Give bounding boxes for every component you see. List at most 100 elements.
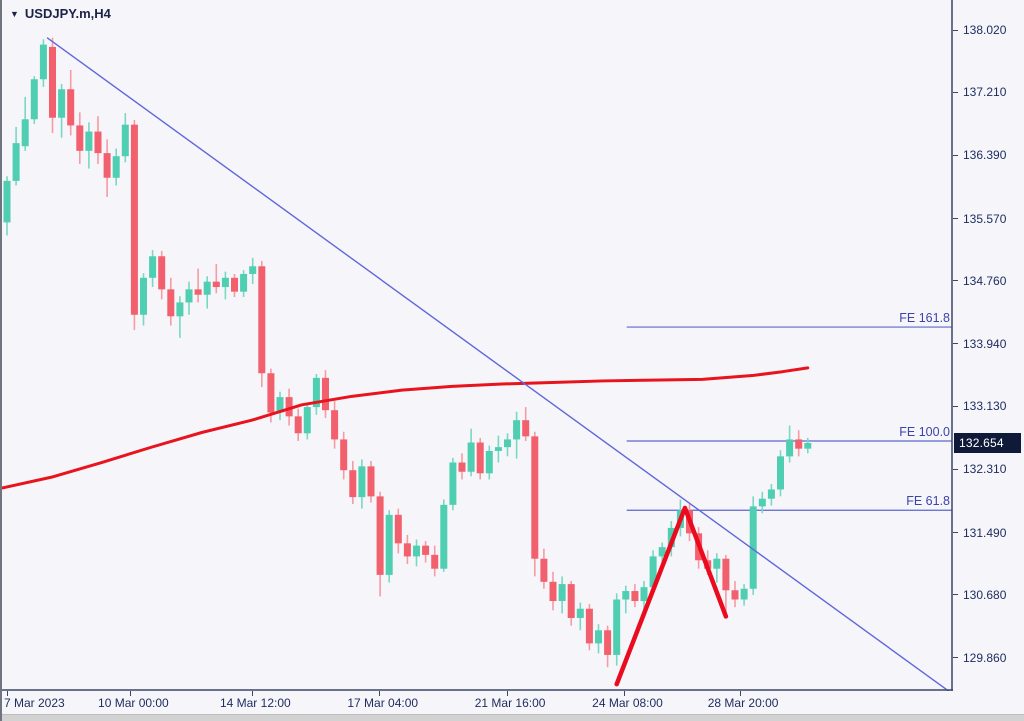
bull-candle-body xyxy=(649,556,657,588)
bear-candle-body xyxy=(476,442,484,474)
price-axis[interactable]: 132.654 138.020 137.210 136.390 135.570 134.… xyxy=(953,0,1024,691)
bull-candle-body xyxy=(413,545,420,557)
bear-candle-body xyxy=(376,496,384,575)
fib-level-label: FE 61.8 xyxy=(906,494,950,508)
bull-candle-body xyxy=(185,289,193,303)
time-axis-label: 17 Mar 04:00 xyxy=(347,696,419,710)
time-axis-label: 28 Mar 20:00 xyxy=(707,696,779,710)
descending-trendline[interactable] xyxy=(46,37,950,691)
price-axis-tick xyxy=(953,468,958,470)
price-axis-tick xyxy=(953,29,958,31)
price-axis-label: 129.860 xyxy=(963,650,1007,665)
bear-candle-body xyxy=(403,543,411,557)
bear-candle-body xyxy=(795,439,803,449)
bull-candle-body xyxy=(767,489,775,499)
time-axis-tick xyxy=(623,691,625,696)
price-axis-tick xyxy=(953,280,958,282)
bull-candle-body xyxy=(613,599,621,655)
time-axis-label: 14 Mar 12:00 xyxy=(219,696,291,710)
price-axis-label: 132.310 xyxy=(963,462,1007,477)
bull-candle-body xyxy=(176,302,184,317)
bottom-window-edge xyxy=(2,714,1024,721)
bull-candle-body xyxy=(777,456,784,490)
bull-candle-body xyxy=(804,442,812,449)
bull-candle-body xyxy=(249,266,257,274)
time-axis-tick xyxy=(251,691,253,696)
bull-candle-body xyxy=(513,420,521,440)
time-axis-tick xyxy=(506,691,508,696)
time-axis-label: 24 Mar 08:00 xyxy=(592,696,663,710)
bull-candle-body xyxy=(485,450,493,474)
moving-average-line[interactable] xyxy=(2,366,810,490)
bear-candle-body xyxy=(731,590,739,600)
bull-candle-body xyxy=(595,630,602,644)
bear-candle-body xyxy=(585,608,593,644)
bear-candle-body xyxy=(194,289,202,295)
chevron-down-icon[interactable]: ▼ xyxy=(10,8,19,19)
bull-candle-body xyxy=(221,277,229,288)
bear-candle-body xyxy=(431,554,439,569)
price-chart[interactable]: FE 161.8 FE 100.0 FE 61.8 xyxy=(2,0,953,691)
bull-candle-body xyxy=(558,584,566,602)
time-axis-tick xyxy=(129,691,131,696)
current-price-box: 132.654 xyxy=(954,432,1021,453)
bull-candle-body xyxy=(39,44,47,80)
bull-candle-body xyxy=(622,591,630,600)
bull-candle-body xyxy=(713,558,721,569)
zigzag-drawing[interactable] xyxy=(614,505,729,687)
time-axis-label: 10 Mar 00:00 xyxy=(98,696,169,710)
price-axis-label: 130.680 xyxy=(963,587,1007,602)
bear-candle-body xyxy=(294,416,302,434)
bull-candle-body xyxy=(358,466,366,498)
bull-candle-body xyxy=(786,439,794,457)
bear-candle-body xyxy=(258,266,266,374)
bear-candle-body xyxy=(522,420,530,437)
bear-candle-body xyxy=(604,630,612,655)
price-axis-tick xyxy=(953,154,958,156)
bull-candle-body xyxy=(440,504,448,569)
bear-candle-body xyxy=(285,397,293,417)
bull-candle-body xyxy=(21,119,29,147)
bear-candle-body xyxy=(422,545,430,555)
price-axis-label: 135.570 xyxy=(963,211,1007,226)
bull-candle-body xyxy=(30,79,38,120)
bull-candle-body xyxy=(385,514,393,575)
bear-candle-body xyxy=(130,124,138,315)
price-chart-canvas[interactable]: FE 161.8 FE 100.0 FE 61.8 xyxy=(2,0,953,691)
bear-candle-body xyxy=(340,439,348,471)
bear-candle-body xyxy=(531,436,539,559)
symbol-label: USDJPY.m,H4 xyxy=(24,6,111,21)
price-axis-tick xyxy=(953,657,958,659)
bull-candle-body xyxy=(121,124,129,157)
time-axis-tick xyxy=(739,691,741,696)
bull-candle-body xyxy=(576,608,584,618)
bull-candle-body xyxy=(467,442,475,472)
price-axis-tick xyxy=(953,218,958,220)
bear-candle-body xyxy=(49,46,56,118)
price-axis-label: 133.940 xyxy=(963,336,1007,351)
fib-level-label: FE 100.0 xyxy=(899,425,950,439)
bull-candle-body xyxy=(312,377,320,408)
price-axis-tick xyxy=(953,91,958,93)
bull-candle-body xyxy=(494,447,502,451)
bear-candle-body xyxy=(349,470,357,498)
bull-candle-body xyxy=(140,277,147,315)
bull-candle-body xyxy=(303,407,311,434)
price-axis-tick xyxy=(953,594,958,596)
bear-candle-body xyxy=(540,558,548,582)
bear-candle-body xyxy=(167,289,175,317)
bull-candle-body xyxy=(449,462,457,505)
time-axis[interactable]: 7 Mar 2023 10 Mar 00:00 14 Mar 12:00 17 Mar… xyxy=(2,691,1024,714)
bull-candle-body xyxy=(240,273,248,292)
bull-candle-body xyxy=(504,439,511,448)
bear-candle-body xyxy=(158,256,166,290)
symbol-dropdown[interactable]: ▼ USDJPY.m,H4 xyxy=(10,6,111,21)
bull-candle-body xyxy=(658,547,666,557)
bear-candle-body xyxy=(267,373,275,413)
bear-candle-body xyxy=(331,410,339,440)
price-axis-label: 137.210 xyxy=(963,85,1007,100)
price-axis-label: 133.130 xyxy=(963,399,1007,414)
bear-candle-body xyxy=(103,153,111,178)
time-axis-tick xyxy=(379,691,381,696)
fib-expansion-tool[interactable]: FE 161.8 FE 100.0 FE 61.8 xyxy=(626,311,952,511)
